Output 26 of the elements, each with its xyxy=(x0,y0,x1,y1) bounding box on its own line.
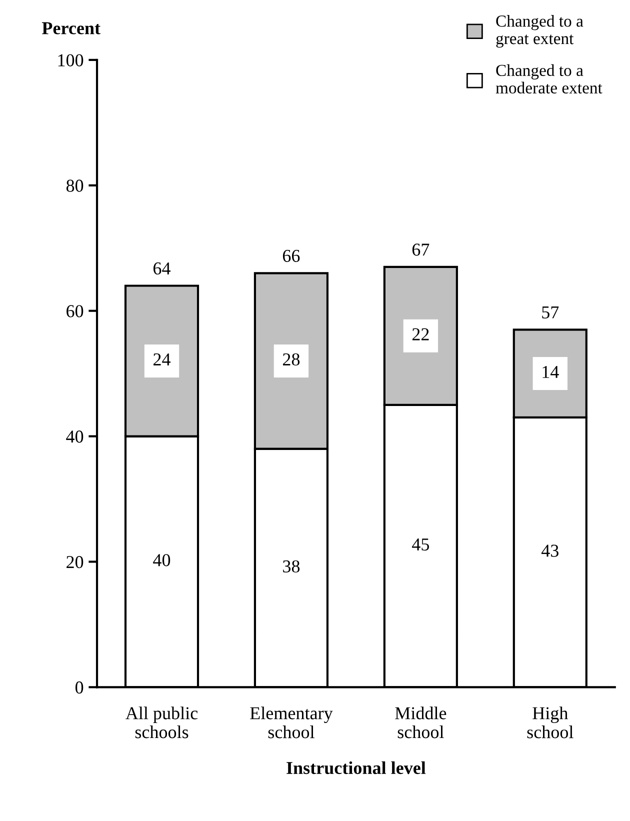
x-tick-label: Elementary school xyxy=(250,706,333,738)
data-label: 22 xyxy=(412,328,429,340)
x-axis-title: Instructional level xyxy=(286,761,426,774)
x-tick-label: High school xyxy=(527,706,574,738)
data-label: 28 xyxy=(282,353,300,366)
data-label: 43 xyxy=(541,544,558,557)
total-label: 67 xyxy=(412,244,430,256)
y-tick-label: 0 xyxy=(75,681,84,694)
data-label: 38 xyxy=(283,560,300,573)
x-tick-label: All public schools xyxy=(126,706,198,738)
data-label: 45 xyxy=(412,538,430,551)
data-label: 14 xyxy=(542,366,559,378)
y-tick-label: 40 xyxy=(66,430,84,443)
data-label: 40 xyxy=(153,554,170,566)
total-label: 64 xyxy=(154,262,170,275)
total-label: 57 xyxy=(542,306,559,318)
y-tick-label: 20 xyxy=(66,556,84,568)
legend-label: Changed to a moderate extent xyxy=(496,64,602,94)
y-tick-label: 100 xyxy=(58,54,84,66)
y-tick-label: 80 xyxy=(66,180,84,192)
data-label: 24 xyxy=(154,353,170,366)
y-tick-label: 60 xyxy=(66,305,84,318)
x-tick-label: Middle school xyxy=(395,706,446,738)
legend-label: Changed to a great extent xyxy=(496,15,584,48)
total-label: 66 xyxy=(282,250,300,262)
y-axis-title: Percent xyxy=(42,22,100,34)
